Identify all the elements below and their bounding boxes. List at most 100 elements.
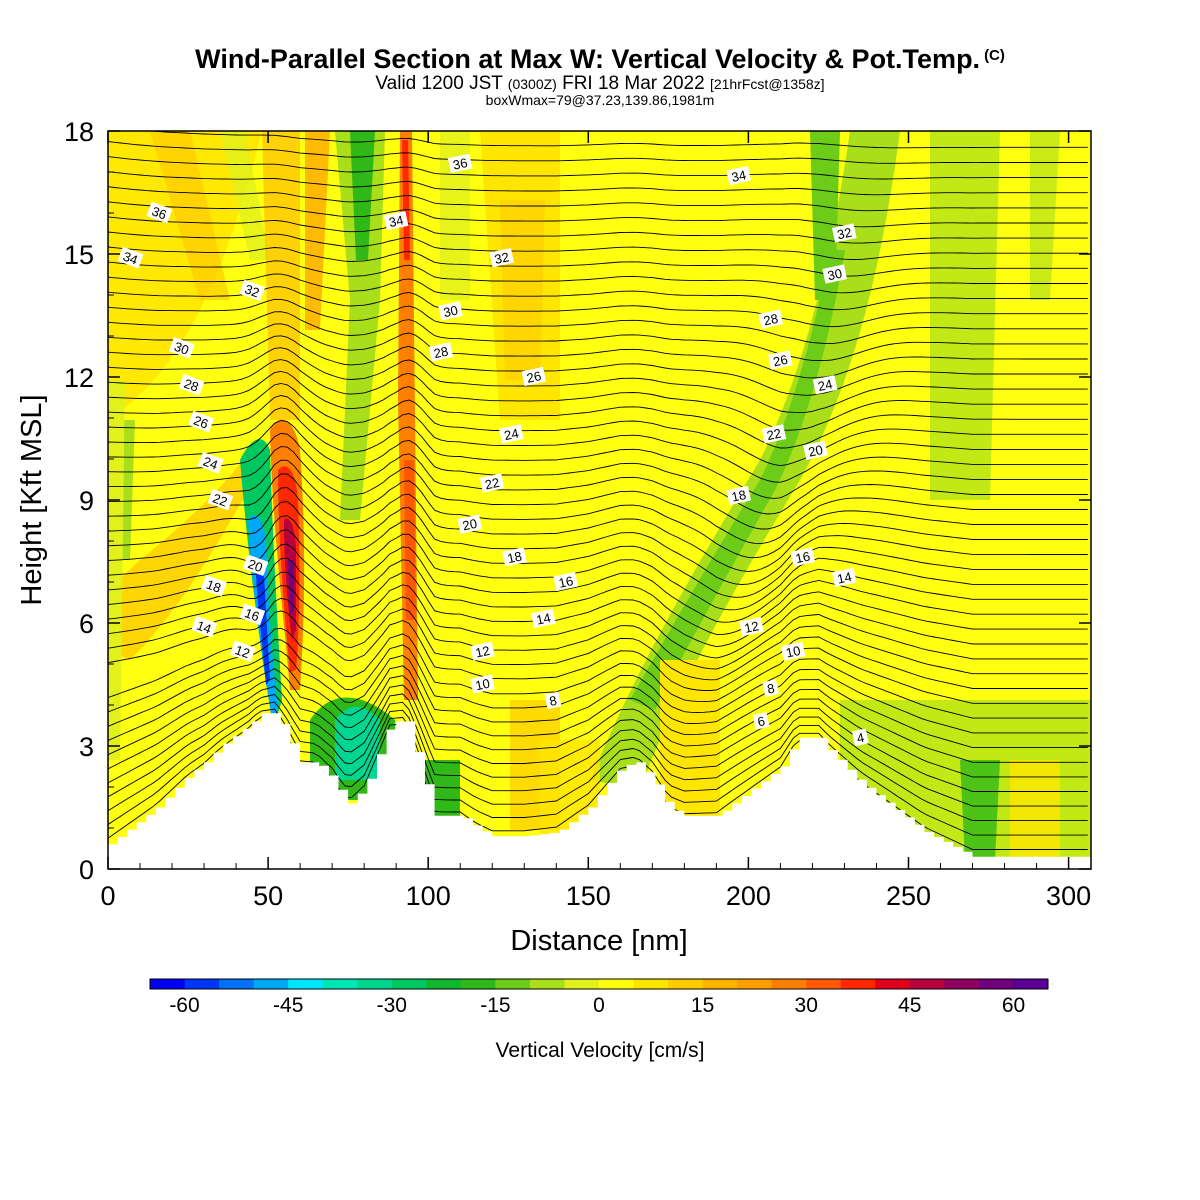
- theta-contour-line: [108, 677, 1088, 778]
- theta-contour-line: [108, 708, 1088, 836]
- contour-label: 32: [239, 279, 266, 302]
- y-tick-label: 12: [64, 363, 94, 393]
- contour-label: 14: [191, 615, 218, 638]
- contour-label-text: 20: [807, 442, 824, 460]
- colorbar-swatch: [840, 979, 876, 989]
- contour-label-text: 12: [474, 643, 491, 661]
- contour-label-text: 14: [836, 569, 853, 587]
- contour-label: 18: [502, 547, 527, 567]
- theta-contour-line: [108, 273, 1088, 311]
- contour-label: 34: [726, 165, 752, 186]
- theta-contour-line: [108, 701, 1088, 822]
- theta-contour-line: [146, 131, 1088, 149]
- contour-label-text: 12: [233, 642, 252, 661]
- contour-label-text: 18: [204, 577, 223, 596]
- contour-label-text: 16: [243, 605, 262, 624]
- contour-label-text: 30: [826, 266, 843, 284]
- contour-label-text: 24: [817, 376, 834, 394]
- colorbar-swatch: [978, 979, 1014, 989]
- contour-label: 26: [188, 410, 214, 433]
- contour-label: 20: [457, 514, 483, 534]
- colorbar-tick-label: 0: [593, 994, 605, 1017]
- theta-contour-line: [108, 627, 1088, 704]
- contour-label-bg: [200, 574, 227, 597]
- contour-label-bg: [758, 309, 784, 329]
- contour-label-text: 32: [836, 225, 853, 243]
- colorbar-swatch: [322, 979, 358, 989]
- valid-date: FRI 18 Mar 2022: [562, 73, 705, 94]
- contour-label: 6: [752, 712, 770, 730]
- contour-label: 12: [229, 640, 256, 663]
- contour-label-text: 20: [461, 516, 478, 534]
- colorbar-swatch: [150, 979, 186, 989]
- contour-label: 4: [851, 728, 869, 747]
- x-tick-label: 100: [406, 881, 451, 911]
- contour-label: 34: [117, 246, 144, 269]
- contour-label-bg: [851, 728, 869, 747]
- contour-label-text: 14: [535, 610, 552, 628]
- title-main: Wind-Parallel Section at Max W: Vertical…: [195, 44, 981, 74]
- contour-label-bg: [178, 373, 205, 396]
- contour-label: 20: [803, 440, 828, 460]
- contour-label-text: 8: [766, 681, 776, 697]
- theta-contour-line: [108, 382, 1088, 467]
- contour-label-text: 28: [762, 311, 779, 329]
- colorbar-swatch: [391, 979, 427, 989]
- contour-label: 12: [470, 641, 495, 661]
- colorbar-swatch: [702, 979, 738, 989]
- contour-label-text: 6: [756, 713, 766, 729]
- valid-zulu: (0300Z): [507, 76, 557, 92]
- contour-label-text: 32: [243, 281, 262, 300]
- theta-contour-line: [108, 557, 1088, 648]
- theta-contour-line: [108, 171, 1088, 196]
- theta-contour-line: [108, 141, 1088, 164]
- theta-contour-line: [108, 311, 1088, 362]
- x-axis-label: Distance [nm]: [510, 925, 687, 957]
- contour-label: 36: [447, 153, 473, 173]
- contour-label-text: 10: [785, 643, 802, 661]
- theta-contour-line: [108, 156, 1088, 180]
- theta-contour-line: [108, 658, 1088, 749]
- contour-label-bg: [822, 264, 848, 284]
- colorbar-swatch: [460, 979, 496, 989]
- y-axis-label: Height [Kft MSL]: [16, 394, 48, 605]
- contour-label: 32: [489, 247, 515, 268]
- contour-label-text: 34: [388, 212, 405, 230]
- contour-label-bg: [726, 165, 752, 186]
- terrain-mask: [108, 713, 1091, 869]
- colorbar-title: Vertical Velocity [cm/s]: [496, 1039, 705, 1062]
- y-tick-label: 3: [79, 732, 94, 762]
- theta-contour-line: [108, 543, 1088, 635]
- colorbar-tick-label: 30: [795, 994, 818, 1017]
- colorbar-swatch: [806, 979, 842, 989]
- contour-label-bg: [739, 616, 764, 637]
- box-wmax-info: boxWmax=79@37.23,139.86,1981m: [485, 92, 715, 108]
- colorbar-swatch: [495, 979, 531, 989]
- x-tick-label: 0: [100, 881, 115, 911]
- contour-label: 36: [146, 201, 173, 224]
- contour-label-text: 16: [557, 573, 574, 591]
- theta-contour-line: [108, 501, 1088, 598]
- contour-label-bg: [383, 211, 409, 231]
- theta-contour-line: [108, 395, 1088, 483]
- contour-label-text: 22: [211, 490, 230, 509]
- contour-label-bg: [502, 547, 527, 567]
- colorbar-swatch: [633, 979, 669, 989]
- contour-label-bg: [498, 424, 524, 444]
- contour-label: 24: [197, 451, 224, 474]
- contour-label: 12: [739, 616, 764, 637]
- theta-contour-line: [108, 216, 1088, 244]
- contour-label: 18: [726, 485, 752, 506]
- contour-label-bg: [239, 603, 266, 626]
- contour-label: 8: [762, 679, 780, 697]
- y-tick-label: 15: [64, 240, 94, 270]
- theta-contour-line: [108, 260, 1088, 294]
- contour-label-bg: [457, 514, 483, 534]
- contour-label: 28: [178, 373, 205, 396]
- contour-label-text: 20: [246, 556, 265, 575]
- colorbar-tick-label: 15: [691, 994, 714, 1017]
- contour-label-text: 30: [442, 303, 459, 321]
- contour-label-bg: [239, 279, 266, 302]
- contour-label-bg: [479, 473, 505, 493]
- contour-label-bg: [544, 691, 562, 710]
